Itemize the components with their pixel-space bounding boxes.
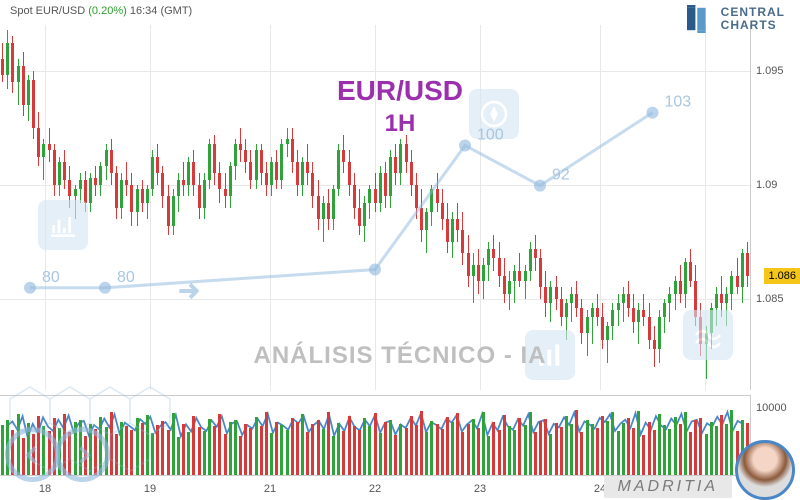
svg-text:103: 103 [665, 94, 692, 111]
overlay-line: 80 80 100 92 103 [0, 25, 750, 390]
price-tag: 1.086 [764, 268, 800, 284]
logo-icon [687, 5, 715, 33]
logo: CENTRAL CHARTS [687, 5, 785, 33]
timestamp: 16:34 (GMT) [130, 5, 192, 17]
svg-text:80: 80 [42, 269, 60, 286]
logo-line2: CHARTS [721, 19, 785, 32]
avatar [735, 440, 795, 500]
pct-change: (0.20%) [88, 5, 127, 17]
circular-arrow-left-icon [5, 427, 60, 482]
footer-badge: MADRITIA [604, 476, 732, 498]
chart-container: Spot EUR/USD (0.20%) 16:34 (GMT) CENTRAL… [0, 0, 800, 500]
header: Spot EUR/USD (0.20%) 16:34 (GMT) [10, 5, 192, 17]
circular-arrow-right-icon [55, 427, 110, 482]
symbol: Spot EUR/USD [10, 5, 85, 17]
svg-text:100: 100 [477, 126, 504, 143]
svg-text:92: 92 [552, 167, 570, 184]
svg-text:80: 80 [117, 269, 135, 286]
main-chart[interactable]: 80 80 100 92 103 [0, 25, 750, 390]
volume-chart[interactable] [0, 395, 750, 475]
yaxis-main: 1.086 1.0851.091.095 [750, 25, 800, 390]
